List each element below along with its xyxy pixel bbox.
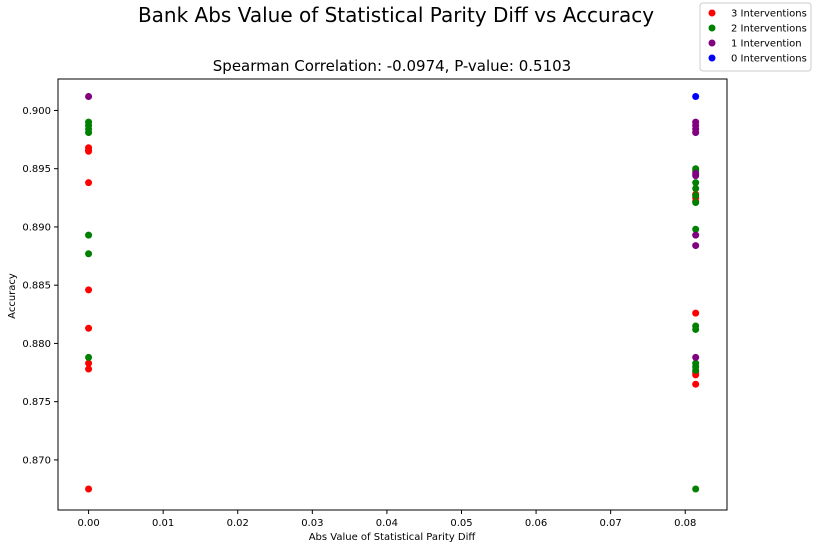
y-tick-label: 0.870: [22, 455, 51, 466]
x-tick-label: 0.05: [450, 518, 472, 529]
point-2-interventions: [692, 225, 700, 233]
point-3-interventions: [85, 359, 93, 367]
y-tick-label: 0.895: [22, 164, 51, 175]
point-2-interventions: [85, 231, 93, 239]
point-2-interventions: [692, 198, 700, 206]
x-tick-label: 0.08: [674, 518, 696, 529]
y-tick-label: 0.885: [22, 281, 51, 292]
y-tick-label: 0.890: [22, 222, 51, 233]
legend: 3 Interventions 2 Interventions 1 Interven…: [699, 2, 812, 72]
point-3-interventions: [85, 147, 93, 155]
point-1-intervention: [692, 231, 700, 239]
point-3-interventions: [85, 485, 93, 493]
point-3-interventions: [85, 179, 93, 187]
point-3-interventions: [85, 286, 93, 294]
legend-marker: [708, 24, 716, 32]
y-tick-label: 0.875: [22, 397, 51, 408]
data-points: [85, 92, 700, 493]
legend-label: 0 Interventions: [731, 54, 807, 65]
point-1-intervention: [85, 92, 93, 100]
x-tick-label: 0.07: [600, 518, 622, 529]
point-2-interventions: [85, 250, 93, 258]
x-tick-label: 0.06: [525, 518, 547, 529]
point-0-interventions: [692, 92, 700, 100]
legend-label: 2 Interventions: [731, 24, 807, 35]
y-axis-label: Accuracy: [7, 273, 18, 319]
legend-label: 3 Interventions: [731, 9, 807, 20]
legend-marker: [708, 39, 716, 47]
point-2-interventions: [692, 191, 700, 199]
point-1-intervention: [692, 129, 700, 137]
legend-marker: [708, 54, 716, 62]
point-3-interventions: [692, 380, 700, 388]
legend-frame: [699, 2, 812, 72]
x-tick-label: 0.03: [301, 518, 323, 529]
chart-subtitle: Spearman Correlation: -0.0974, P-value: …: [213, 57, 571, 75]
point-3-interventions: [85, 324, 93, 332]
point-2-interventions: [692, 366, 700, 374]
plot-area: [57, 78, 728, 511]
point-2-interventions: [692, 184, 700, 192]
x-tick-label: 0.04: [376, 518, 398, 529]
point-3-interventions: [692, 309, 700, 317]
y-axis-ticks: 0.870 0.875 0.880 0.885 0.890 0.895 0.900: [22, 106, 58, 466]
point-2-interventions: [692, 485, 700, 493]
point-2-interventions: [85, 353, 93, 361]
x-tick-label: 0.01: [152, 518, 174, 529]
legend-label: 1 Intervention: [731, 39, 802, 50]
plot-frame: [57, 78, 728, 511]
chart-title: Bank Abs Value of Statistical Parity Dif…: [138, 3, 654, 27]
point-2-interventions: [692, 179, 700, 187]
point-1-intervention: [692, 242, 700, 250]
legend-marker: [708, 9, 716, 17]
y-tick-label: 0.900: [22, 106, 51, 117]
y-tick-label: 0.880: [22, 339, 51, 350]
point-2-interventions: [692, 325, 700, 333]
point-2-interventions: [85, 129, 93, 137]
x-axis-ticks: 0.00 0.01 0.02 0.03 0.04 0.05 0.06 0.07 0.08: [77, 510, 696, 529]
point-3-interventions: [85, 365, 93, 373]
x-axis-label: Abs Value of Statistical Parity Diff: [309, 532, 477, 543]
x-tick-label: 0.02: [227, 518, 249, 529]
x-tick-label: 0.00: [77, 518, 99, 529]
point-1-intervention: [692, 353, 700, 361]
point-1-intervention: [692, 172, 700, 180]
